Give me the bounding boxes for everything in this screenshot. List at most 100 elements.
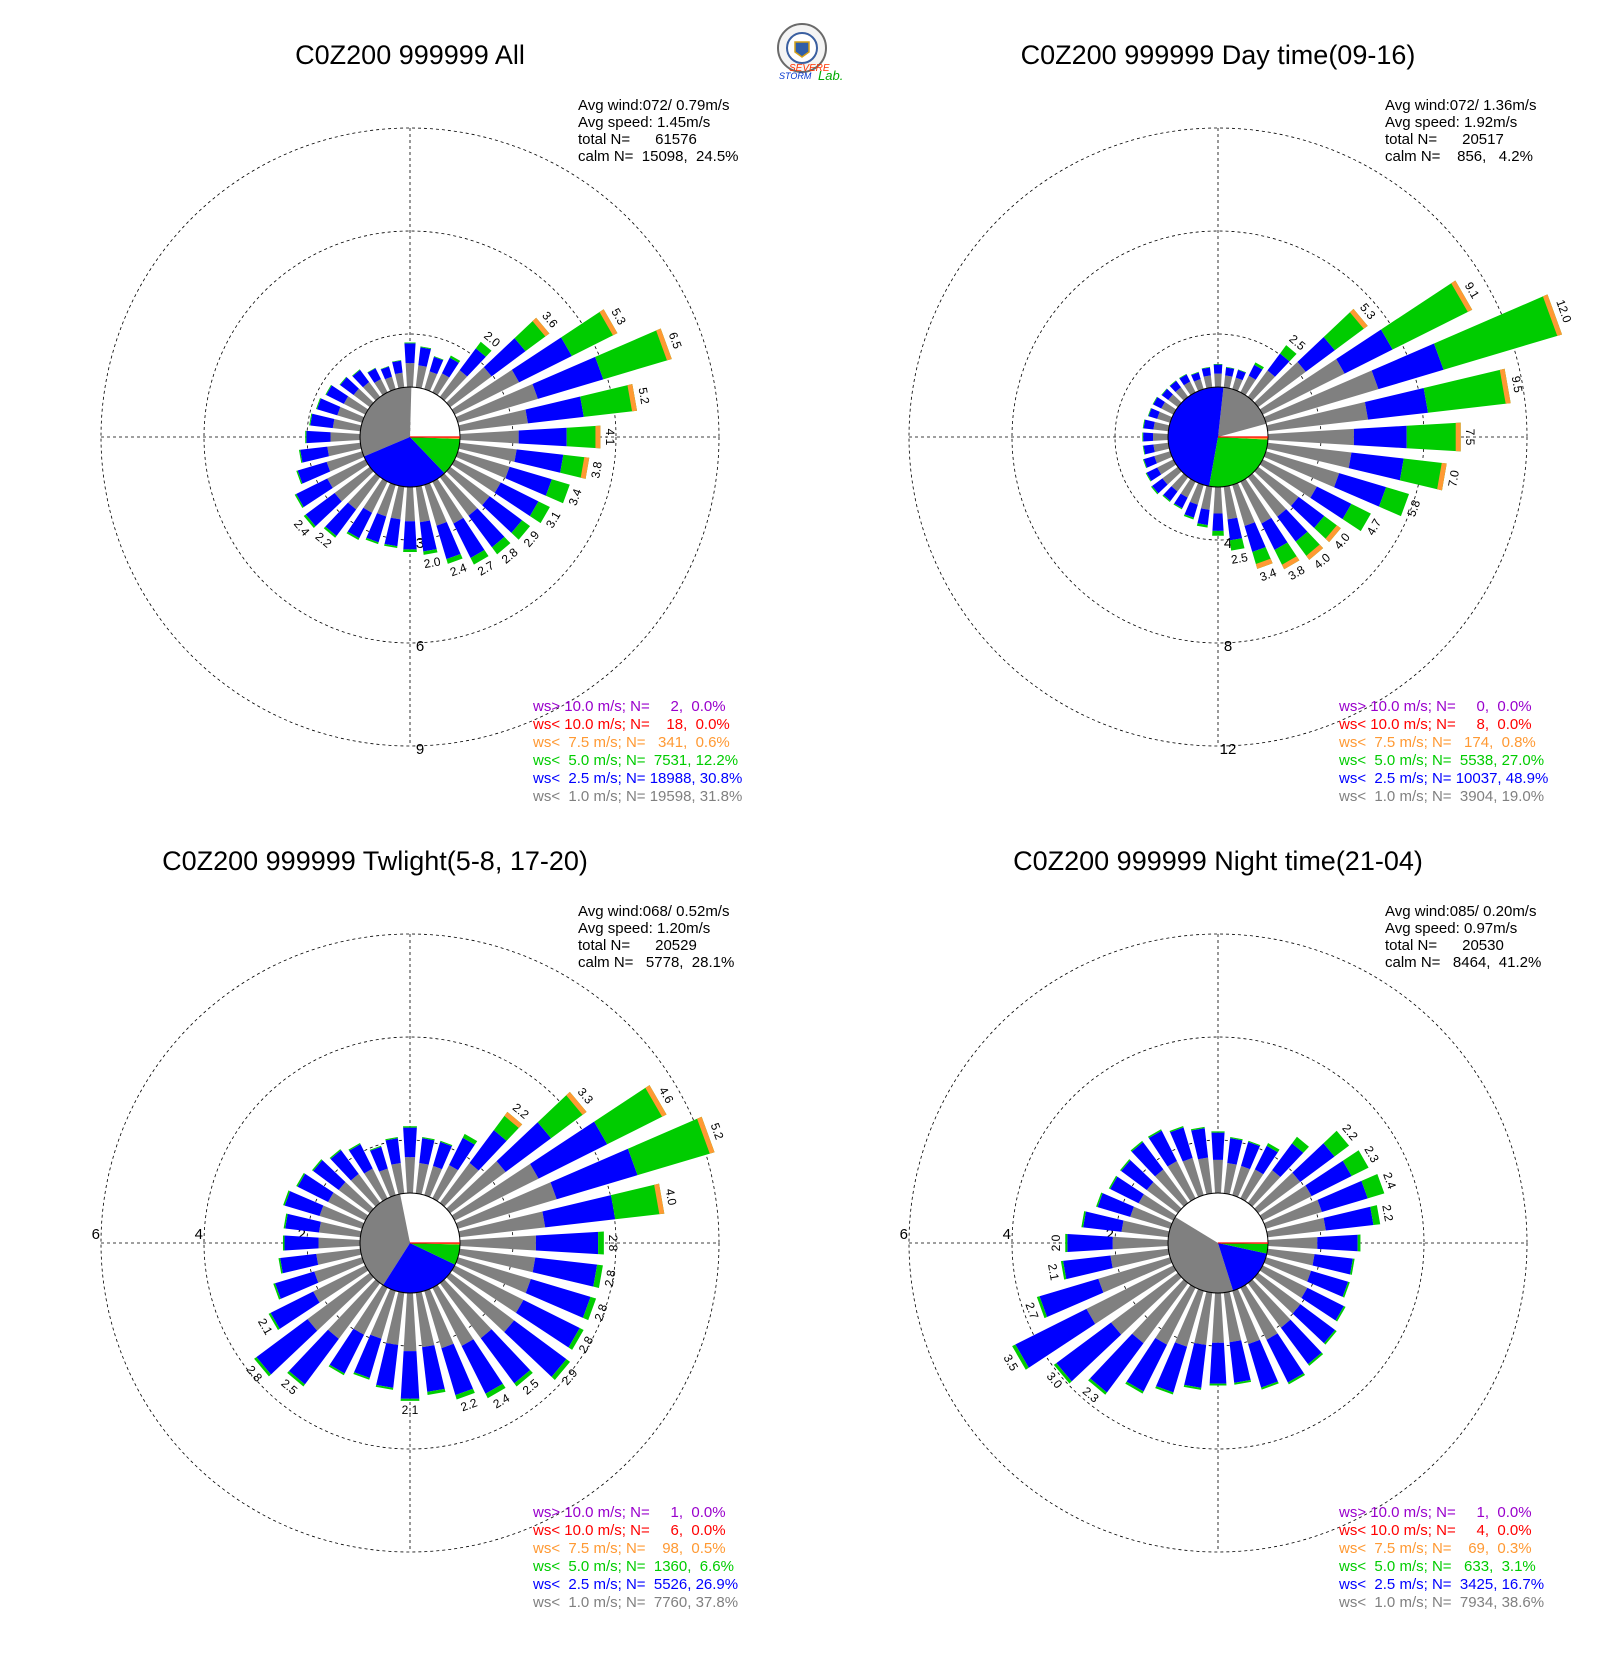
bar-segment-lt-2-5 [404,343,416,364]
bar-segment-lt-1 [403,1292,417,1352]
bar-segment-lt-2-5 [367,368,381,383]
direction-bar [1223,366,1235,389]
legend-entry: ws< 10.0 m/s; N= 8, 0.0% [1338,716,1532,733]
bar-segment-lt-2-5 [1261,517,1288,550]
bar-segment-lt-7-5 [1325,525,1341,543]
direction-total-label: 3.8 [588,460,605,479]
stats-line: Avg wind:072/ 0.79m/s [578,97,729,114]
bar-segment-lt-5 [400,1398,420,1401]
bar-segment-lt-1 [362,382,381,401]
bar-segment-lt-5 [1152,396,1158,405]
bar-segment-lt-5 [1053,1363,1072,1384]
direction-bar [278,1248,362,1274]
bar-segment-lt-2-5 [532,356,604,399]
bar-segment-lt-1 [1259,1265,1308,1299]
bar-segment-lt-1 [1213,1159,1223,1194]
bar-segment-lt-2-5 [419,1138,435,1165]
direction-bar [1232,369,1247,392]
direction-bar [1259,1265,1346,1322]
bar-segment-lt-5 [1248,1140,1261,1147]
direction-bar [458,442,590,479]
bar-segment-lt-5 [1209,1383,1227,1386]
direction-bar [268,1265,369,1331]
bar-segment-lt-1 [439,1279,492,1339]
bar-segment-lt-2-5 [1317,1180,1368,1213]
bar-segment-lt-1 [458,442,517,462]
direction-bar [385,1137,405,1195]
bar-segment-lt-5 [1237,369,1247,373]
bar-segment-lt-5 [1142,419,1146,429]
legend-entry: ws< 5.0 m/s; N= 1360, 6.6% [532,1558,734,1575]
bar-segment-lt-5 [1155,1386,1174,1395]
bar-segment-lt-2-5 [1143,432,1154,442]
bar-segment-lt-5 [1324,1329,1337,1345]
bar-segment-lt-2-5 [1353,425,1407,449]
bar-segment-lt-2-5 [380,366,393,380]
bar-segment-lt-2-5 [504,1320,567,1377]
bar-segment-lt-1 [1263,451,1340,488]
bar-segment-lt-5 [1342,503,1371,532]
logo: SEVERE STORM Lab. [777,23,843,83]
direction-bar [446,466,531,540]
bar-segment-lt-1 [1247,370,1276,401]
bar-segment-lt-7-5 [1281,556,1300,570]
bar-segment-lt-7-5 [1255,558,1273,569]
direction-bar [1232,1288,1279,1390]
direction-bar [1254,466,1341,543]
bar-segment-lt-5 [561,309,618,356]
bar-segment-lt-2-5 [1334,473,1387,507]
grid-ring [908,127,1528,747]
direction-bar [1212,486,1224,536]
bar-segment-lt-7-5 [1306,544,1324,560]
bar-segment-lt-5 [392,360,402,363]
bar-segment-lt-7-5 [697,1116,715,1154]
direction-bar [283,1213,362,1238]
bar-segment-lt-2-5 [1248,364,1263,380]
bar-segment-lt-2-5 [403,521,417,550]
bar-segment-lt-7-5 [1349,308,1368,329]
bar-segment-lt-1 [1240,375,1256,396]
bar-segment-lt-2-5 [1310,486,1352,520]
bar-segment-lt-2-5 [1153,397,1165,409]
direction-bar [1145,459,1177,482]
direction-total-label: 5.2 [636,386,653,405]
bar-segment-lt-7-5 [1542,294,1563,336]
stats-line: Avg speed: 1.92m/s [1385,114,1517,131]
direction-bar [369,1145,396,1198]
bar-segment-lt-2-5 [441,1343,474,1396]
bar-segment-lt-5 [1287,1373,1306,1385]
bar-segment-lt-1 [386,1291,405,1346]
direction-bar [1190,1126,1213,1195]
bar-segment-lt-1 [1161,402,1177,415]
bar-segment-lt-5 [1190,371,1199,376]
bar-segment-lt-2-5 [1201,367,1211,377]
bar-segment-lt-5 [1234,1380,1252,1385]
bar-segment-lt-1 [1232,1288,1260,1345]
legend-entry: ws< 1.0 m/s; N= 3904, 19.0% [1338,788,1544,805]
bar-segment-lt-5 [325,384,332,396]
direction-total-label: 2.4 [448,560,469,579]
bar-segment-lt-7-5 [627,384,638,412]
direction-total-label: 9.5 [1509,375,1526,394]
pie-slice-lt-1 [1168,1216,1234,1293]
direction-bar [446,1091,587,1214]
bar-segment-lt-2-5 [1156,1342,1188,1393]
bar-segment-lt-5 [329,1149,342,1159]
bar-segment-lt-5 [1183,1384,1202,1390]
direction-bar [1266,1205,1381,1238]
legend-entry: ws< 5.0 m/s; N= 633, 3.1% [1338,1558,1536,1575]
bar-segment-lt-2-5 [1083,1211,1124,1232]
bar-segment-lt-7-5 [566,1091,587,1115]
pie-slice-lt-2-5 [363,437,445,487]
direction-bar [1147,407,1173,423]
bar-segment-lt-1 [1110,1248,1170,1269]
bar-segment-lt-5 [1266,1143,1280,1153]
direction-bar [1088,1279,1189,1395]
direction-bar [1065,1233,1169,1253]
bar-segment-lt-1 [451,1163,539,1221]
bar-segment-lt-1 [432,373,450,396]
bar-segment-lt-5 [1065,1233,1068,1253]
bar-segment-lt-5 [1060,1260,1067,1280]
bar-segment-lt-1 [343,396,369,415]
bar-segment-lt-1 [1153,421,1170,432]
